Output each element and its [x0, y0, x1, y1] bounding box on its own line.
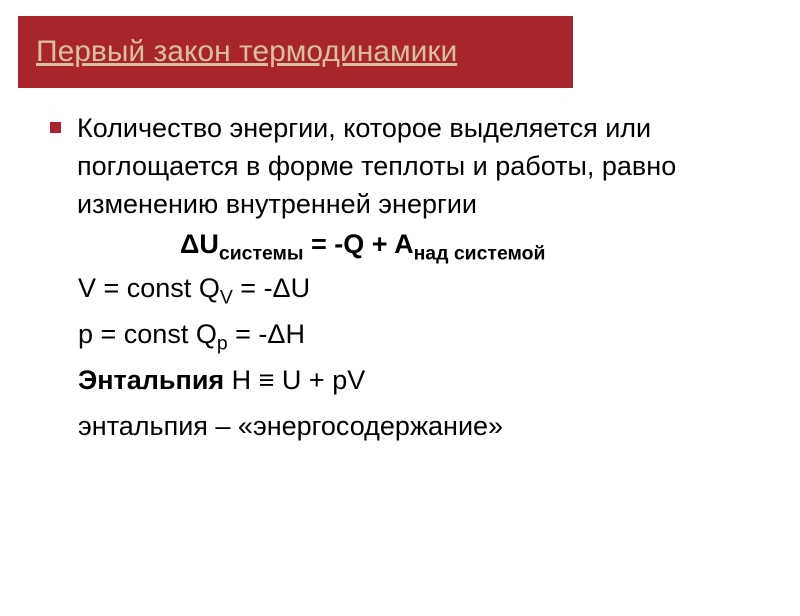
paragraph-text: Количество энергии, которое выделяется и…	[77, 110, 770, 223]
line-v-const: V = const QV = -ΔU	[78, 270, 770, 308]
line-v-sub: V	[220, 287, 233, 309]
formula-lhs-sub: системы	[219, 243, 304, 265]
line-p-suffix: = -ΔH	[228, 319, 305, 349]
bullet-icon	[50, 122, 61, 133]
formula-lhs: ΔU	[180, 229, 219, 259]
line-p-const: p = const Qp = -ΔH	[78, 316, 770, 354]
line-p-prefix: p = const Q	[78, 319, 217, 349]
formula-rhs-sub: над системой	[414, 243, 546, 265]
main-formula: ΔUсистемы = -Q + Aнад системой	[180, 229, 770, 260]
line-v-suffix: = -ΔU	[233, 273, 310, 303]
title-bar: Первый закон термодинамики	[18, 16, 573, 88]
line-enthalpy: Энтальпия H ≡ U + pV	[78, 362, 770, 400]
bullet-item: Количество энергии, которое выделяется и…	[50, 110, 770, 223]
slide-content: Количество энергии, которое выделяется и…	[0, 88, 800, 446]
line-v-prefix: V = const Q	[78, 273, 220, 303]
line-meaning: энтальпия – «энергосодержание»	[78, 408, 770, 446]
slide-title: Первый закон термодинамики	[36, 35, 457, 69]
line-p-sub: p	[217, 333, 228, 355]
formula-eq: = -Q + A	[304, 229, 414, 259]
enthalpy-formula: H ≡ U + pV	[224, 365, 365, 395]
enthalpy-label: Энтальпия	[78, 365, 224, 395]
